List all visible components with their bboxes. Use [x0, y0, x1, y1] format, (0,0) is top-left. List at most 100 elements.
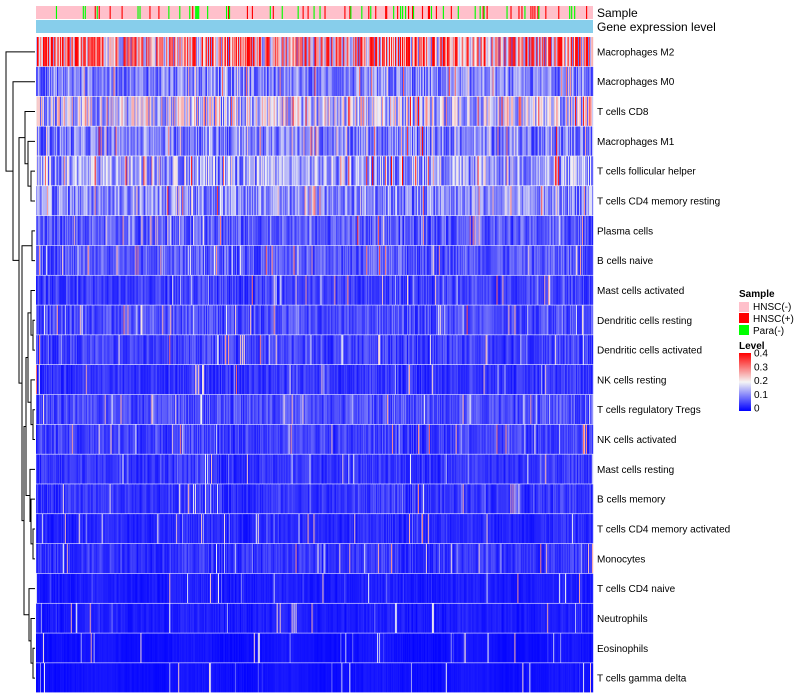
sample-mark-hnsc — [302, 6, 304, 19]
sample-mark-hnsc — [411, 6, 414, 19]
level-legend: Level 0.4 0.3 0.2 0.1 0 — [739, 341, 768, 415]
row-label-mast-cells-activated: Mast cells activated — [597, 286, 684, 297]
sample-mark-hnsc — [227, 6, 230, 19]
row-label-dendritic-cells-resting: Dendritic cells resting — [597, 316, 692, 327]
sample-mark-hnsc — [307, 6, 309, 19]
sample-mark-hnsc — [385, 6, 387, 19]
sample-mark-hnsc — [428, 6, 431, 19]
sample-mark-para — [313, 6, 315, 19]
row-label-neutrophils: Neutrophils — [597, 614, 648, 625]
legend-swatch-hnsc-neg — [739, 302, 749, 312]
row-labels: Macrophages M2 Macrophages M0 T cells CD8 M… — [597, 47, 730, 684]
heatmap-row-t-cells-gamma-delta — [36, 663, 594, 693]
sample-mark-hnsc — [545, 6, 547, 19]
sample-mark-hnsc — [558, 6, 560, 19]
row-label-t-cells-cd4-memory-activated: T cells CD4 memory activated — [597, 525, 730, 536]
sample-mark-para — [55, 6, 58, 19]
sample-mark-para — [196, 6, 198, 19]
sample-mark-para — [297, 6, 299, 19]
row-label-macrophages-m2: Macrophages M2 — [597, 47, 675, 58]
sample-mark-hnsc — [435, 6, 437, 19]
sample-mark-para — [405, 6, 407, 19]
level-tick-label: 0.1 — [754, 390, 768, 401]
sample-mark-para — [538, 6, 540, 19]
row-label-t-cells-cd8: T cells CD8 — [597, 107, 649, 118]
heatmap-row-macrophages-m0 — [36, 66, 594, 97]
heatmap-row-mast-cells-activated — [36, 275, 594, 305]
sample-mark-para — [442, 6, 444, 19]
sample-mark-para — [207, 6, 209, 19]
sample-mark-hnsc — [408, 6, 410, 19]
sample-mark-para — [350, 6, 352, 19]
heatmap-row-mast-cells-resting — [36, 454, 594, 484]
sample-mark-hnsc — [149, 6, 151, 19]
sample-mark-hnsc — [349, 6, 351, 19]
sample-mark-para — [474, 6, 476, 19]
sample-mark-hnsc — [450, 6, 452, 19]
sample-mark-para — [524, 6, 526, 19]
sample-mark-para — [281, 6, 283, 19]
sample-mark-hnsc — [251, 6, 253, 19]
level-legend-title: Level — [739, 341, 765, 352]
row-label-monocytes: Monocytes — [597, 554, 645, 565]
sample-mark-hnsc — [94, 6, 96, 19]
heatmap-row-nk-cells-resting — [36, 365, 594, 395]
row-label-t-cells-cd4-naive: T cells CD4 naive — [597, 584, 676, 595]
sample-mark-para — [137, 6, 139, 19]
heatmap-row-dendritic-cells-activated — [36, 335, 594, 365]
level-colorbar — [739, 353, 751, 411]
sample-mark-hnsc — [510, 6, 512, 19]
sample-mark-para — [400, 6, 402, 19]
heatmap-row-macrophages-m1 — [36, 126, 594, 156]
sample-mark-hnsc — [486, 6, 488, 19]
row-label-nk-cells-resting: NK cells resting — [597, 375, 666, 386]
sample-mark-para — [571, 6, 573, 19]
row-label-mast-cells-resting: Mast cells resting — [597, 465, 674, 476]
sample-mark-para — [84, 6, 86, 19]
sample-mark-para — [96, 6, 98, 19]
level-tick-label: 0.2 — [754, 376, 768, 387]
sample-mark-hnsc — [98, 6, 100, 19]
sample-mark-hnsc — [521, 6, 523, 19]
sample-mark-hnsc — [482, 6, 484, 19]
legend-label-hnsc-pos: HNSC(+) — [753, 314, 794, 325]
row-label-t-cells-regulatory-tregs: T cells regulatory Tregs — [597, 405, 701, 416]
sample-mark-hnsc — [246, 6, 248, 19]
track-label-expression: Gene expression level — [597, 20, 716, 34]
sample-mark-hnsc — [324, 6, 326, 19]
sample-mark-para — [483, 6, 485, 19]
sample-mark-hnsc — [386, 6, 388, 19]
sample-mark-hnsc — [272, 6, 274, 19]
heatmap-row-b-cells-naive — [36, 245, 594, 275]
sample-mark-hnsc — [344, 6, 346, 19]
sample-mark-hnsc — [534, 6, 536, 19]
sample-mark-para — [228, 6, 231, 19]
sample-mark-hnsc — [121, 6, 123, 19]
sample-mark-para — [168, 6, 170, 19]
sample-mark-hnsc — [109, 6, 111, 19]
sample-mark-hnsc — [532, 6, 534, 19]
sample-mark-para — [479, 6, 481, 19]
sample-mark-para — [319, 6, 321, 19]
heatmap-row-plasma-cells — [36, 215, 594, 246]
row-label-nk-cells-activated: NK cells activated — [597, 435, 676, 446]
heatmap-row-t-cells-cd4-memory-resting — [36, 186, 594, 216]
sample-mark-hnsc — [375, 6, 377, 19]
sample-mark-para — [139, 6, 141, 19]
row-label-macrophages-m1: Macrophages M1 — [597, 137, 675, 148]
legend-label-para-neg: Para(-) — [753, 326, 784, 337]
track-label-sample: Sample — [597, 6, 638, 20]
sample-mark-hnsc — [537, 6, 539, 19]
sample-legend-title: Sample — [739, 289, 775, 300]
sample-mark-para — [412, 6, 415, 19]
sample-mark-hnsc — [530, 6, 532, 19]
sample-mark-hnsc — [192, 6, 194, 19]
level-tick-label: 0 — [754, 404, 760, 415]
legend-swatch-hnsc-pos — [739, 313, 749, 323]
row-label-b-cells-naive: B cells naive — [597, 256, 654, 267]
row-label-macrophages-m0: Macrophages M0 — [597, 77, 675, 88]
row-label-dendritic-cells-activated: Dendritic cells activated — [597, 346, 702, 357]
heatmap-body — [36, 37, 594, 693]
legend-label-hnsc-neg: HNSC(-) — [753, 302, 791, 313]
